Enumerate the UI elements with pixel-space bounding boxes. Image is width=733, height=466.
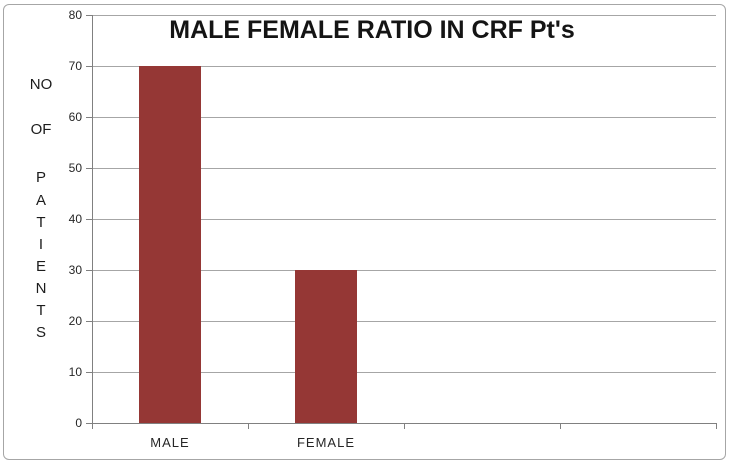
x-tick-mark	[92, 423, 93, 429]
y-tick-mark	[86, 168, 92, 169]
y-tick-mark	[86, 15, 92, 16]
y-tick-mark	[86, 117, 92, 118]
y-tick-mark	[86, 372, 92, 373]
y-tick-mark	[86, 423, 92, 424]
y-tick-label: 50	[68, 161, 82, 175]
y-tick-label: 10	[68, 365, 82, 379]
bar-male	[139, 66, 201, 423]
bar-female	[295, 270, 357, 423]
y-tick-mark	[86, 66, 92, 67]
category-label-female: FEMALE	[296, 435, 355, 450]
x-tick-mark	[248, 423, 249, 429]
y-tick-label: 70	[68, 59, 82, 73]
y-tick-mark	[86, 219, 92, 220]
y-axis-label-line: NO	[29, 76, 53, 93]
y-axis-label-line: A	[35, 192, 46, 209]
y-tick-label: 60	[68, 110, 82, 124]
y-axis-label-line: S	[35, 324, 46, 341]
x-tick-mark	[716, 423, 717, 429]
x-tick-mark	[560, 423, 561, 429]
category-label-male: MALE	[150, 435, 190, 450]
y-tick-mark	[86, 270, 92, 271]
y-tick-label: 40	[68, 212, 82, 226]
y-tick-label: 30	[68, 263, 82, 277]
y-axis-label-line: OF	[30, 121, 52, 138]
gridline-y60	[92, 117, 716, 118]
gridline-y40	[92, 219, 716, 220]
y-tick-label: 0	[75, 416, 82, 430]
y-axis-label-line: E	[35, 258, 46, 275]
gridline-y70	[92, 66, 716, 67]
y-axis-label-line: T	[36, 302, 46, 319]
y-tick-mark	[86, 321, 92, 322]
x-tick-mark	[404, 423, 405, 429]
y-axis-label-line: P	[35, 169, 46, 186]
y-axis-label-line: T	[36, 214, 46, 231]
chart-title: MALE FEMALE RATIO IN CRF Pt's	[169, 16, 575, 44]
gridline-y30	[92, 270, 716, 271]
chart-border	[3, 4, 726, 460]
gridline-y80	[92, 15, 716, 16]
y-axis-line	[92, 15, 93, 424]
y-axis-label-line: I	[38, 236, 44, 253]
gridline-y20	[92, 321, 716, 322]
y-tick-label: 80	[68, 8, 82, 22]
gridline-y50	[92, 168, 716, 169]
gridline-y10	[92, 372, 716, 373]
y-axis-label-line: N	[35, 280, 47, 297]
y-tick-label: 20	[68, 314, 82, 328]
